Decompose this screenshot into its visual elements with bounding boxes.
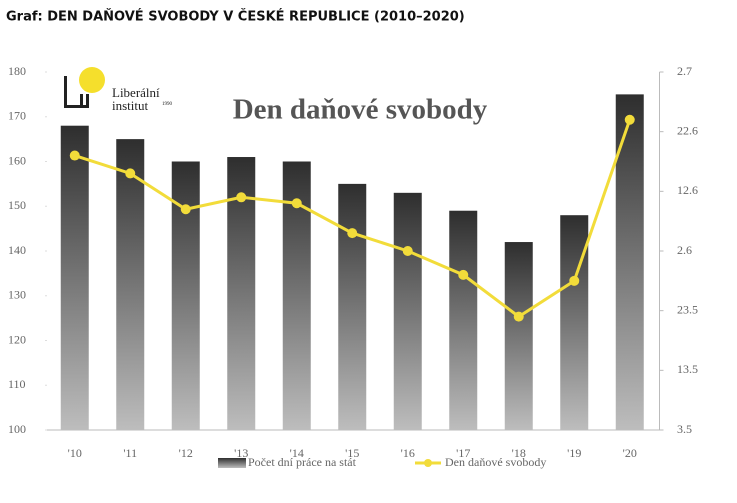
y-tick-label: 150 xyxy=(8,198,26,212)
y2-tick-label: 2.6 xyxy=(677,243,692,257)
y2-tick-label: 2.7 xyxy=(677,64,692,78)
chart-subtitle: Den daňové svobody xyxy=(233,94,488,126)
x-tick-label: '19 xyxy=(567,446,581,460)
y-tick-label: 140 xyxy=(8,243,26,257)
bar xyxy=(116,139,145,430)
y-tick-label: 110 xyxy=(8,377,26,391)
bar xyxy=(504,242,533,430)
y-tick-label: 130 xyxy=(8,288,26,302)
x-tick-label: '20 xyxy=(623,446,637,460)
bar xyxy=(338,183,367,430)
y2-tick-label: 22.6 xyxy=(677,123,698,137)
logo: Liberální institut 1990 xyxy=(64,67,173,113)
y-tick-label: 170 xyxy=(8,109,26,123)
point xyxy=(236,192,247,203)
point xyxy=(69,150,80,161)
logo-text: Liberální xyxy=(112,85,160,100)
y-tick-label: 120 xyxy=(8,332,26,346)
y2-tick-label: 23.5 xyxy=(677,302,698,316)
bar xyxy=(560,215,589,430)
point xyxy=(402,246,413,256)
y2-tick-label: 12.6 xyxy=(677,183,698,197)
x-tick-label: '18 xyxy=(512,446,526,460)
x-tick-label: '11 xyxy=(123,446,137,460)
y2-tick-label: 13.5 xyxy=(677,362,698,376)
legend-label: Den daňové svobody xyxy=(445,455,546,469)
chart-title: Graf: DEN DAŇOVÉ SVOBODY V ČESKÉ REPUBLI… xyxy=(6,9,465,25)
point xyxy=(624,114,635,125)
point xyxy=(347,228,358,239)
bar xyxy=(449,210,478,430)
y2-tick-label: 3.5 xyxy=(677,422,692,436)
legend-swatch xyxy=(424,459,432,467)
y-tick-label: 160 xyxy=(8,153,26,167)
point xyxy=(291,198,302,209)
y-tick-label: 100 xyxy=(8,422,26,436)
bar xyxy=(227,157,256,430)
y-tick-label: 180 xyxy=(8,64,26,78)
x-tick-label: '16 xyxy=(401,446,415,460)
point xyxy=(125,168,136,179)
x-tick-label: '10 xyxy=(68,446,82,460)
legend-swatch xyxy=(218,458,246,468)
x-tick-label: '13 xyxy=(234,446,248,460)
bar xyxy=(60,125,89,430)
point xyxy=(458,269,469,280)
bar xyxy=(393,192,422,430)
x-tick-label: '17 xyxy=(456,446,470,460)
x-tick-label: '12 xyxy=(179,446,193,460)
logo-year: 1990 xyxy=(162,102,173,107)
logo-text: institut xyxy=(112,98,149,113)
legend-label: Počet dní práce na stát xyxy=(248,455,357,469)
x-tick-label: '14 xyxy=(290,446,304,460)
x-tick-label: '15 xyxy=(345,446,359,460)
point xyxy=(180,204,191,215)
point xyxy=(513,311,524,322)
point xyxy=(569,275,580,286)
